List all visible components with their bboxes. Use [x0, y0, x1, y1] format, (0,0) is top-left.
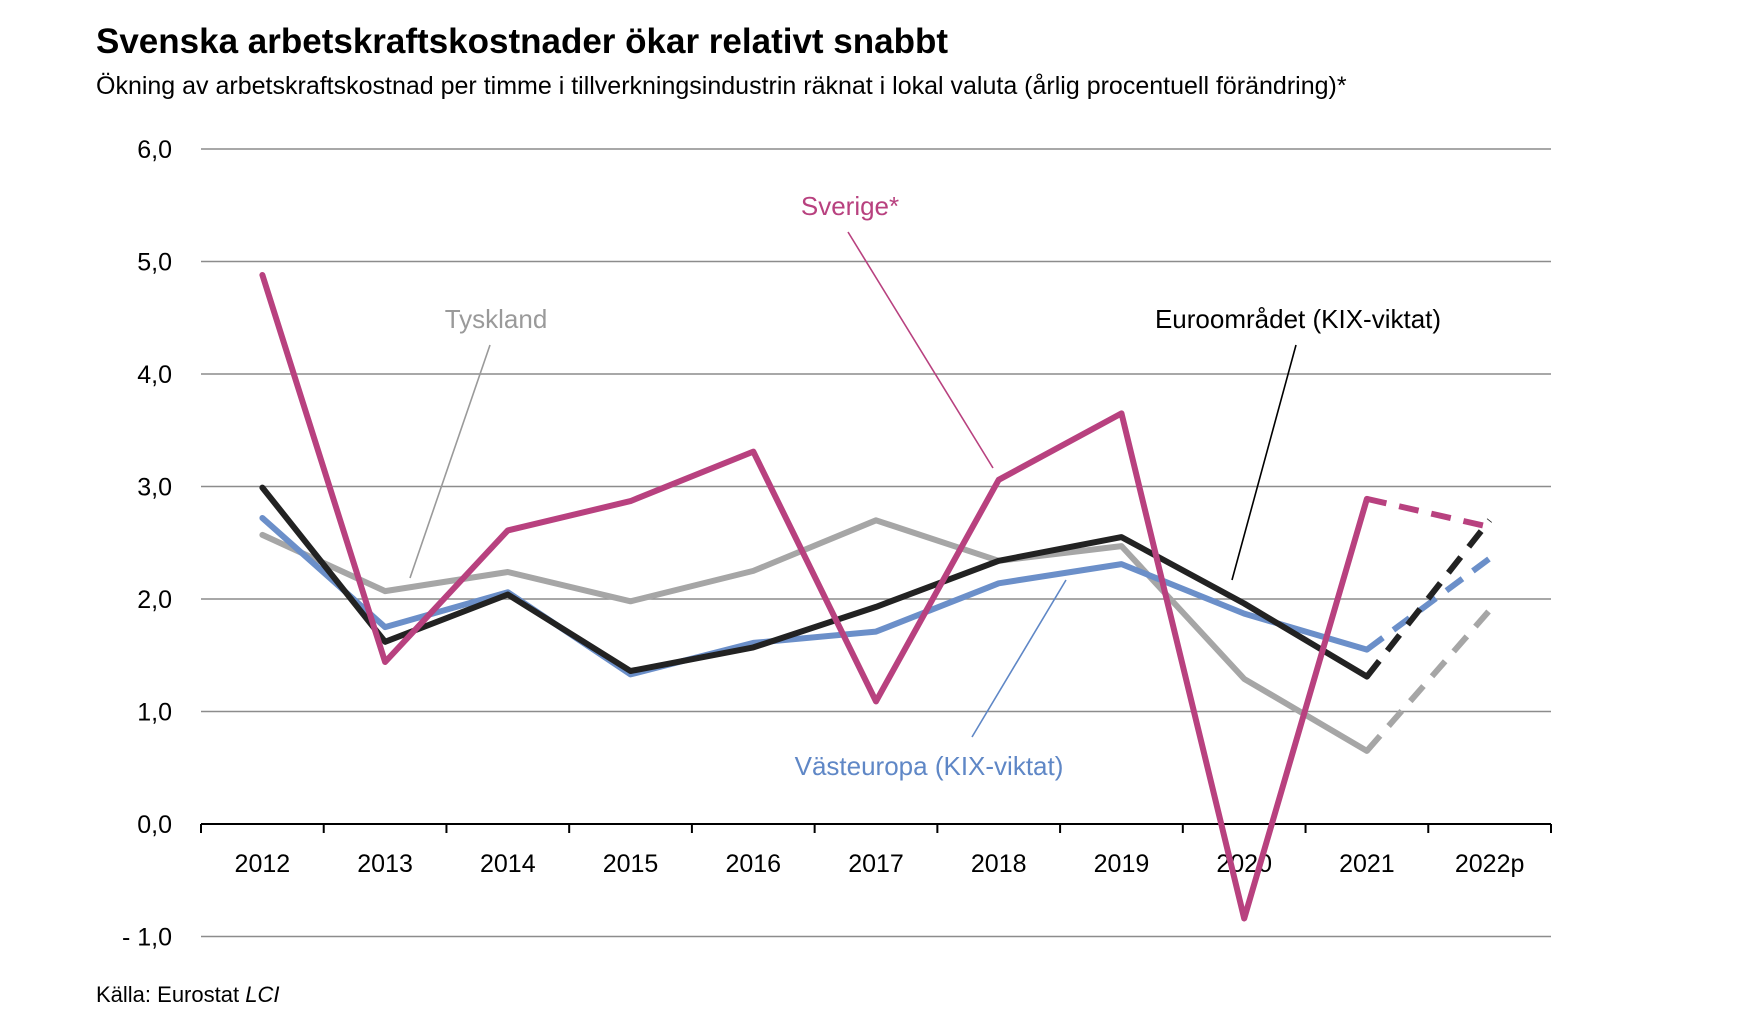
y-tick-label: 1,0	[137, 699, 172, 727]
series-line	[259, 272, 1370, 922]
x-tick-label: 2015	[603, 850, 659, 878]
chart-title: Svenska arbetskraftskostnader ökar relat…	[96, 22, 949, 61]
x-tick-label: 2019	[1094, 850, 1150, 878]
x-tick-label: 2014	[480, 850, 536, 878]
x-tick-label: 2018	[971, 850, 1027, 878]
y-tick-label: - 1,0	[122, 924, 172, 952]
y-tick-label: 2,0	[137, 586, 172, 614]
x-axis: 2012 2013 2014 2015 2016 2017 2018 2019 2020 2021…	[200, 823, 1552, 878]
series-line	[259, 515, 1370, 678]
source-note: Källa: Eurostat LCI	[96, 982, 279, 1008]
x-tick-label: 2017	[848, 850, 904, 878]
annotation-tyskland: Tyskland	[445, 304, 548, 334]
series-projection	[1364, 518, 1492, 679]
gridlines	[201, 148, 1551, 938]
x-tick-label: 2022p	[1455, 850, 1525, 878]
series-lines	[259, 272, 1492, 922]
series-projection	[1365, 556, 1492, 653]
y-tick-label: 3,0	[137, 474, 172, 502]
y-tick-label: 0,0	[137, 811, 172, 839]
y-tick-label: 4,0	[137, 361, 172, 389]
annotation-sverige-leader	[847, 231, 994, 469]
series-line	[259, 484, 1370, 680]
x-tick-label: 2021	[1339, 850, 1395, 878]
annotation-tyskland-leader	[409, 344, 491, 579]
series-projection	[1366, 495, 1491, 530]
annotation-euroomradet-leader	[1231, 344, 1297, 581]
annotation-sverige: Sverige*	[801, 191, 899, 221]
annotation-euroomradet: Euroområdet (KIX-viktat)	[1155, 304, 1441, 334]
series-line	[259, 517, 1370, 754]
x-tick-label: 2016	[725, 850, 781, 878]
x-tick-label: 2012	[235, 850, 291, 878]
y-tick-label: 5,0	[137, 249, 172, 277]
series-projection	[1364, 608, 1492, 753]
x-tick-label: 2013	[357, 850, 413, 878]
y-axis-ticks: - 1,0 0,0 1,0 2,0 3,0 4,0 5,0 6,0	[122, 136, 172, 952]
annotation-vasteuropa: Västeuropa (KIX-viktat)	[795, 751, 1064, 781]
annotation-vasteuropa-leader	[971, 579, 1067, 738]
annotations: Sverige* Tyskland Euroområdet (KIX-viktat)…	[409, 191, 1441, 781]
chart-subtitle: Ökning av arbetskraftskostnad per timme …	[96, 72, 1347, 100]
source-italic: LCI	[245, 982, 280, 1007]
source-prefix: Källa: Eurostat	[96, 982, 240, 1007]
y-tick-label: 6,0	[137, 136, 172, 164]
